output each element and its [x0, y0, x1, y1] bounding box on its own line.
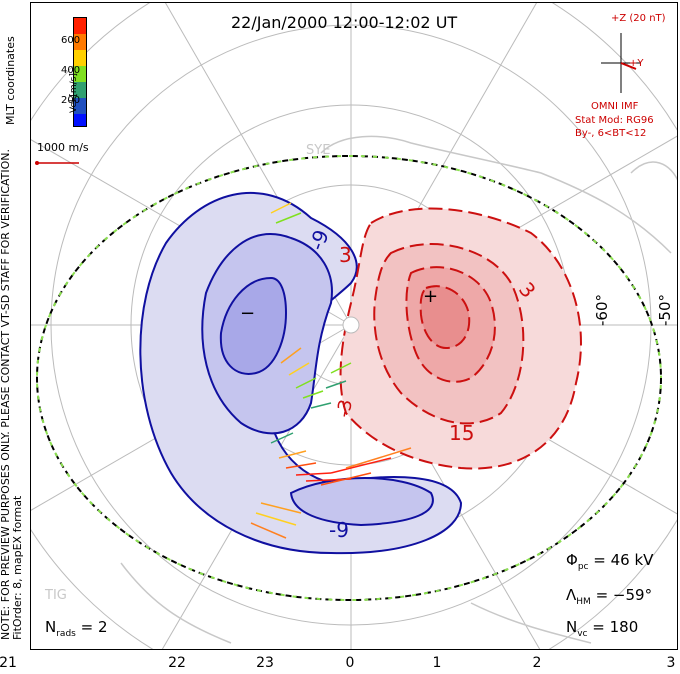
velocity-scale-label: 1000 m/s — [37, 141, 89, 154]
mlt-tick: 0 — [345, 655, 355, 671]
map-title: 22/Jan/2000 12:00-12:02 UT — [231, 13, 458, 32]
colorbar-tick: 400 — [61, 65, 81, 76]
colorbar-label: Vel [m/s] — [69, 73, 79, 113]
imf-dial — [601, 33, 641, 93]
mlt-tick: 1 — [432, 655, 442, 671]
potential-max-mark: + — [423, 286, 439, 307]
contour-label: 3 — [339, 243, 352, 267]
imf-z-label: +Z (20 nT) — [611, 13, 666, 24]
model-line2: By-, 6<BT<12 — [575, 128, 647, 139]
station-label: TIG — [45, 588, 67, 603]
imf-source: OMNI IMF — [591, 101, 639, 112]
lat-label: -60° — [593, 294, 611, 326]
negative-potential-cell — [139, 192, 463, 555]
map-frame: 22/Jan/2000 12:00-12:02 UT 600 400 200 V… — [30, 2, 678, 650]
positive-potential-cell — [339, 207, 582, 470]
mlt-tick: 23 — [256, 655, 274, 671]
antarctica-coastline — [120, 135, 677, 644]
contour-label: 15 — [449, 421, 475, 445]
station-label: SYE — [306, 143, 331, 158]
contour-label: -3 — [333, 397, 357, 420]
lambda-hm-readout: ΛHM = −59° — [566, 586, 653, 607]
velocity-colorbar — [73, 17, 87, 127]
mlt-tick: 22 — [168, 655, 186, 671]
nvc-readout: Nvc = 180 — [566, 618, 639, 639]
mlt-tick: 2 — [532, 655, 542, 671]
convection-map — [31, 3, 677, 649]
colorbar-tick: 200 — [61, 95, 81, 106]
coordinate-label: MLT coordinates — [4, 36, 17, 125]
mlt-tick: 3 — [666, 655, 676, 671]
fit-order-note: FitOrder: 8, mapEX format — [11, 495, 24, 640]
potential-min-mark: − — [240, 303, 256, 324]
imf-y-label: +Y — [629, 58, 644, 69]
contour-label: -9 — [329, 518, 349, 542]
mlt-tick: 21 — [0, 655, 17, 671]
n-rads-readout: Nrads = 2 — [45, 618, 108, 639]
velocity-vectors — [250, 202, 412, 539]
model-line1: Stat Mod: RG96 — [575, 115, 654, 126]
colorbar-tick: 600 — [61, 35, 81, 46]
lat-label: -50° — [656, 294, 674, 326]
phi-pc-readout: Φpc = 46 kV — [566, 551, 654, 572]
